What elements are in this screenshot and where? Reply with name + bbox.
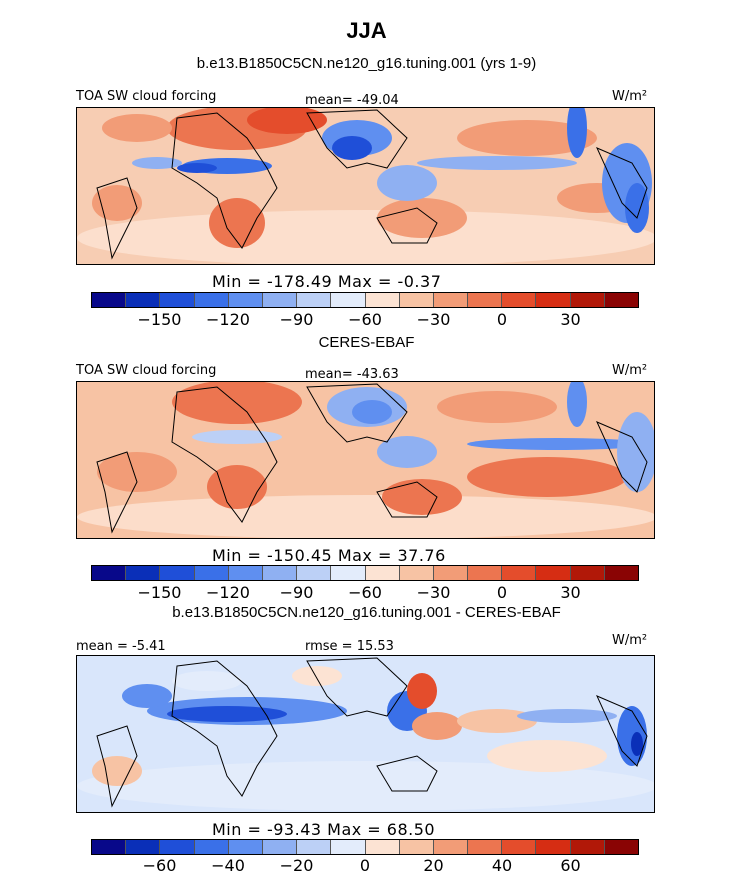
colorbar-tick-label: 40 xyxy=(491,856,513,875)
colorbar-tick-label: −20 xyxy=(279,856,314,875)
panel-3-title: b.e13.B1850C5CN.ne120_g16.tuning.001 - C… xyxy=(172,604,561,621)
colorbar-swatch xyxy=(604,566,638,580)
colorbar-tick-label: −60 xyxy=(348,310,382,329)
colorbar-swatch xyxy=(262,840,298,854)
colorbar-swatch xyxy=(468,840,503,854)
colorbar-swatch xyxy=(92,566,127,580)
colorbar-tick-label: −30 xyxy=(416,310,451,329)
colorbar-swatch xyxy=(92,293,127,307)
colorbar-swatch xyxy=(297,293,332,307)
colorbar-swatch xyxy=(604,840,638,854)
colorbar-swatch xyxy=(262,566,298,580)
colorbar-swatch xyxy=(297,566,332,580)
panel-2-map-svg xyxy=(77,382,654,538)
panel-3-units: W/m² xyxy=(612,633,648,648)
colorbar-swatch xyxy=(160,566,195,580)
colorbar-swatch xyxy=(502,840,537,854)
colorbar-swatch xyxy=(365,566,400,580)
panel-2-colorbar-ticks: −150 −120 −90 −60 −30 0 30 xyxy=(91,583,639,603)
colorbar-swatch xyxy=(365,840,400,854)
colorbar-swatch xyxy=(228,566,263,580)
colorbar-swatch xyxy=(570,840,605,854)
colorbar-swatch xyxy=(228,293,263,307)
colorbar-swatch xyxy=(365,293,400,307)
panel-3-mean: mean = -5.41 xyxy=(76,639,166,654)
colorbar-tick-label: −90 xyxy=(279,310,314,329)
colorbar-swatch xyxy=(331,840,366,854)
panel-3-colorbar xyxy=(91,839,639,855)
panel-2-min-max: Min = -150.45 Max = 37.76 xyxy=(212,546,446,565)
panel-2-units: W/m² xyxy=(612,363,648,378)
colorbar-tick-label: −30 xyxy=(416,583,451,602)
colorbar-swatch xyxy=(194,566,229,580)
panel-2-variable-label: TOA SW cloud forcing xyxy=(76,363,217,378)
colorbar-tick-label: 30 xyxy=(560,583,581,602)
colorbar-swatch xyxy=(399,566,434,580)
colorbar-swatch xyxy=(262,293,298,307)
panel-1-mean: mean= -49.04 xyxy=(305,93,399,108)
colorbar-swatch xyxy=(502,566,537,580)
colorbar-tick-label: 0 xyxy=(496,310,508,329)
colorbar-swatch xyxy=(126,566,161,580)
panel-1-min-max: Min = -178.49 Max = -0.37 xyxy=(212,272,442,291)
colorbar-swatch xyxy=(126,840,161,854)
colorbar-swatch xyxy=(570,293,605,307)
colorbar-swatch xyxy=(399,293,434,307)
panel-3-rmse: rmse = 15.53 xyxy=(305,639,394,654)
panel-1-units: W/m² xyxy=(612,89,648,104)
panel-3-map xyxy=(76,655,655,813)
panel-1-variable-label: TOA SW cloud forcing xyxy=(76,89,217,104)
colorbar-swatch xyxy=(126,293,161,307)
colorbar-swatch xyxy=(160,840,195,854)
colorbar-swatch xyxy=(536,840,571,854)
colorbar-swatch xyxy=(228,840,263,854)
colorbar-tick-label: 0 xyxy=(359,856,371,875)
colorbar-tick-label: −150 xyxy=(137,583,182,602)
colorbar-swatch xyxy=(536,293,571,307)
colorbar-swatch xyxy=(536,566,571,580)
colorbar-swatch xyxy=(570,566,605,580)
panel-1-colorbar-ticks: −150 −120 −90 −60 −30 0 30 xyxy=(91,310,639,330)
colorbar-swatch xyxy=(433,293,469,307)
colorbar-swatch xyxy=(194,293,229,307)
panel-1-title: b.e13.B1850C5CN.ne120_g16.tuning.001 (yr… xyxy=(196,55,537,72)
colorbar-tick-label: 30 xyxy=(560,310,581,329)
panel-1-map-svg xyxy=(77,108,654,264)
panel-3-min-max: Min = -93.43 Max = 68.50 xyxy=(212,820,436,839)
colorbar-tick-label: −60 xyxy=(348,583,382,602)
panel-2-colorbar xyxy=(91,565,639,581)
colorbar-tick-label: −120 xyxy=(206,310,250,329)
colorbar-swatch xyxy=(297,840,332,854)
panel-3-colorbar-ticks: −60 −40 −20 0 20 40 60 xyxy=(91,856,639,876)
colorbar-swatch xyxy=(399,840,434,854)
colorbar-tick-label: −40 xyxy=(211,856,245,875)
colorbar-tick-label: 20 xyxy=(423,856,444,875)
colorbar-swatch xyxy=(433,840,469,854)
colorbar-swatch xyxy=(433,566,469,580)
main-title: JJA xyxy=(346,18,387,43)
colorbar-tick-label: −60 xyxy=(142,856,177,875)
panel-1-colorbar xyxy=(91,292,639,308)
colorbar-tick-label: −120 xyxy=(206,583,250,602)
colorbar-tick-label: −150 xyxy=(137,310,182,329)
colorbar-tick-label: −90 xyxy=(279,583,314,602)
panel-2-mean: mean= -43.63 xyxy=(305,367,399,382)
colorbar-swatch xyxy=(468,566,503,580)
colorbar-tick-label: 60 xyxy=(560,856,581,875)
colorbar-swatch xyxy=(160,293,195,307)
panel-2-map xyxy=(76,381,655,539)
colorbar-swatch xyxy=(331,566,366,580)
colorbar-swatch xyxy=(502,293,537,307)
colorbar-swatch xyxy=(194,840,229,854)
panel-2-title: CERES-EBAF xyxy=(318,334,415,351)
colorbar-tick-label: 0 xyxy=(496,583,508,602)
colorbar-swatch xyxy=(604,293,638,307)
colorbar-swatch xyxy=(331,293,366,307)
colorbar-swatch xyxy=(468,293,503,307)
panel-3-map-svg xyxy=(77,656,654,812)
colorbar-swatch xyxy=(92,840,127,854)
panel-1-map xyxy=(76,107,655,265)
